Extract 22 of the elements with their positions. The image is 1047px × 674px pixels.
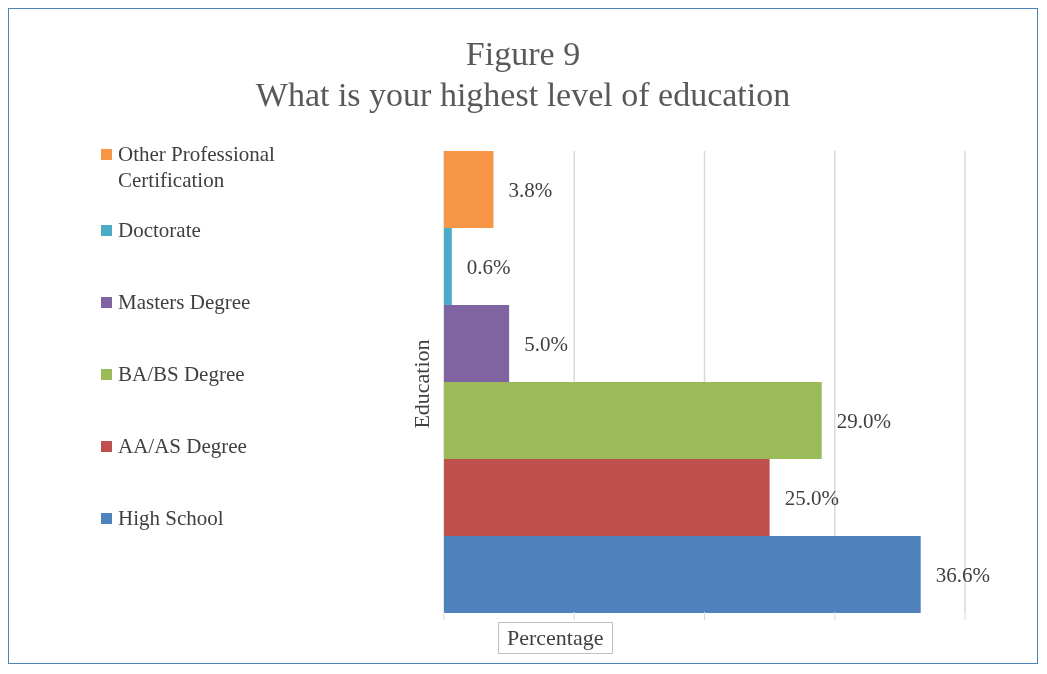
legend-label: Other Professional Certification — [118, 141, 276, 193]
data-label: 25.0% — [784, 485, 839, 510]
bar — [444, 305, 510, 382]
x-axis-title: Percentage — [498, 622, 613, 654]
data-label: 3.8% — [508, 177, 553, 202]
chart-subtitle: What is your highest level of education — [254, 75, 792, 115]
data-label: 5.0% — [524, 331, 568, 356]
bar — [444, 536, 921, 613]
bar — [444, 459, 770, 536]
legend-label: AA/AS Degree — [118, 433, 247, 459]
legend-label: BA/BS Degree — [118, 361, 245, 387]
legend-label: Doctorate — [118, 217, 201, 243]
data-label: 0.6% — [466, 254, 511, 279]
legend-label: Masters Degree — [118, 289, 251, 315]
data-label: 36.6% — [935, 562, 990, 587]
legend-label: High School — [118, 505, 224, 531]
chart-title: Figure 9 — [464, 34, 582, 74]
y-axis-title: Education — [409, 339, 435, 429]
bar — [444, 382, 822, 459]
bar — [444, 151, 494, 228]
bar — [444, 228, 452, 305]
data-label: 29.0% — [836, 408, 891, 433]
